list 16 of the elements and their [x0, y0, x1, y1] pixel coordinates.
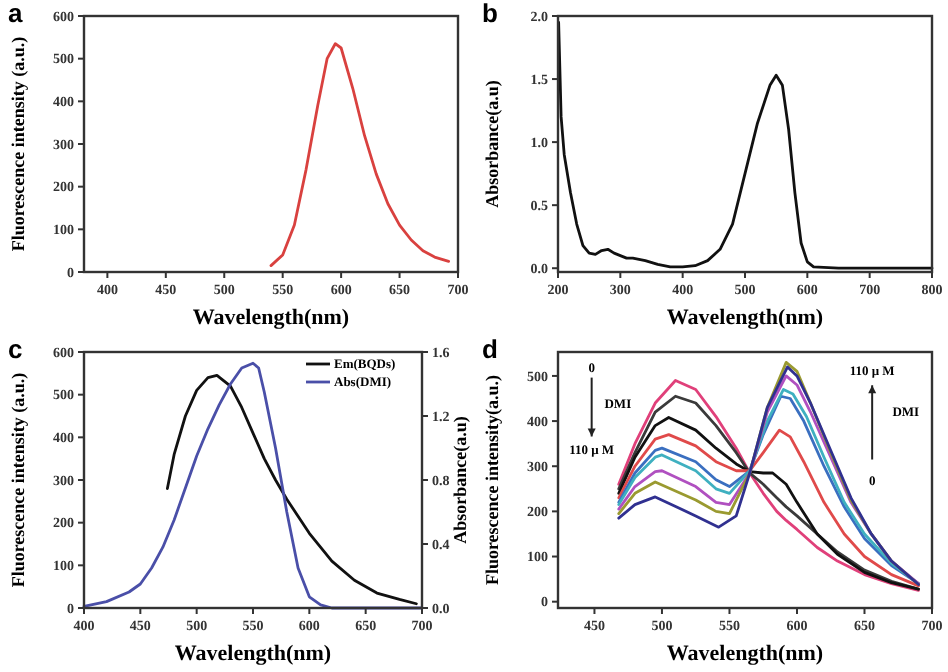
- line-series: [557, 20, 934, 270]
- chart-title: d: [482, 334, 498, 364]
- line-series: [165, 374, 418, 606]
- chart-title: b: [482, 0, 498, 28]
- y-axis-title: Fluorescence intensity(a.u.): [482, 374, 502, 586]
- y-axis-title: Absorbance(a.u): [482, 80, 502, 208]
- x-axis-title: Wavelength(nm): [174, 642, 332, 666]
- chart-title: a: [8, 0, 24, 28]
- x-axis-title: Wavelength(nm): [666, 642, 824, 666]
- chart-title: c: [8, 334, 23, 364]
- y-axis-title: Fluorescence intensity (a.u.): [8, 372, 28, 588]
- line-series: [269, 42, 451, 267]
- y2-axis-title: Absorbance(a.u): [450, 416, 470, 544]
- x-axis-title: Wavelength(nm): [666, 306, 824, 330]
- x-axis-title: Wavelength(nm): [192, 306, 350, 330]
- y-axis-title: Fluorescence intensity (a.u.): [8, 36, 28, 252]
